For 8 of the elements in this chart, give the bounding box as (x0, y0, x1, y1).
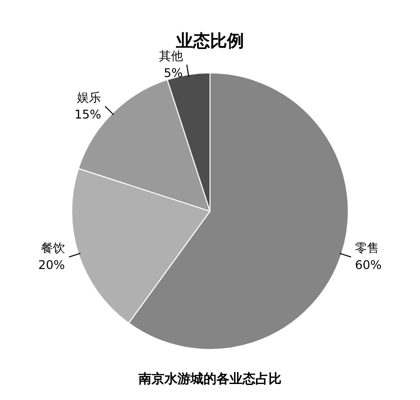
slice-label: 餐饮 (40, 241, 65, 256)
data-label: 5% (164, 66, 183, 80)
text: 南京水游城的各业态占比 (138, 370, 282, 388)
slice-label: 零售 (355, 241, 380, 256)
data-label: 60% (355, 258, 382, 272)
data-label: 20% (38, 258, 65, 272)
slice-label: 娱乐 (77, 90, 102, 104)
data-label: 15% (74, 107, 102, 122)
